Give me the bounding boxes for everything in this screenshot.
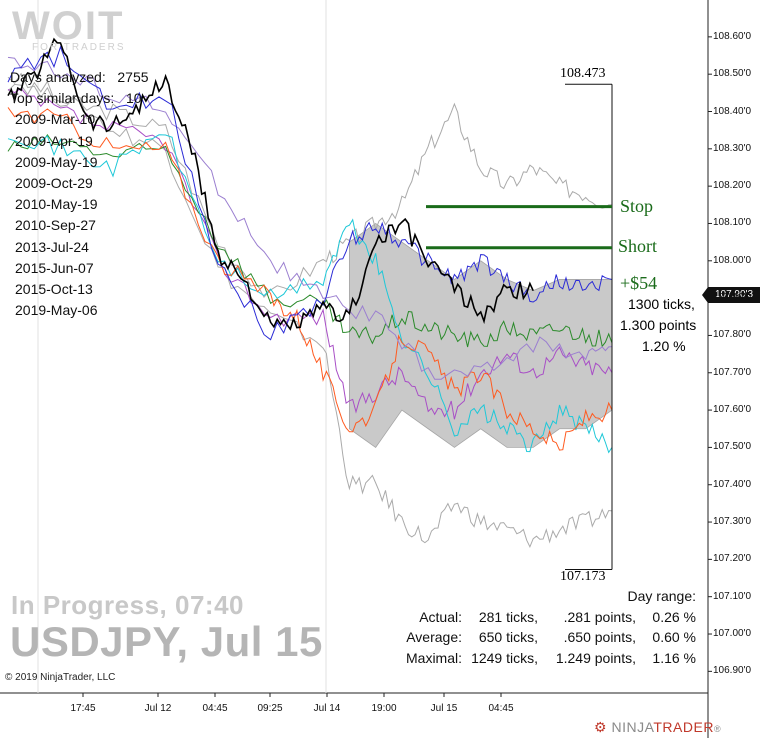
y-tick-label: 108.50'0 [713, 68, 752, 80]
stop-label: Stop [620, 196, 654, 216]
x-tick-label: 19:00 [371, 703, 397, 714]
x-tick-label: Jul 15 [430, 703, 458, 714]
instrument-title: USDJPY, Jul 15 [10, 618, 323, 665]
day-range-ticks: 281 ticks, [478, 608, 538, 625]
x-tick-label: 17:45 [70, 703, 96, 714]
day-range-label: Average: [406, 629, 462, 645]
day-range-row: Maximal: 1249 ticks, 1.249 points, 1.16 % [406, 648, 696, 669]
x-tick-label: 09:25 [257, 703, 283, 714]
day-range-panel: Day range: Actual: 281 ticks, .281 points,… [406, 586, 696, 668]
similar-day-item: 2010-May-19 [15, 196, 98, 213]
day-range-row: Average: 650 ticks, .650 points, 0.60 % [406, 627, 696, 648]
similar-day-item: 2013-Jul-24 [15, 238, 89, 255]
y-tick-label: 108.20'0 [713, 180, 752, 192]
day-range-ticks: 1249 ticks, [471, 649, 538, 666]
ninjatrader-logo-prefix: NINJA [611, 719, 654, 735]
day-range-rows: Actual: 281 ticks, .281 points, 0.26 % Avera… [406, 607, 696, 669]
y-tick-label: 107.70'0 [713, 366, 752, 378]
copyright: © 2019 NinjaTrader, LLC [5, 672, 116, 683]
series-line [7, 56, 613, 380]
series-line [7, 72, 613, 299]
wit-logo: WOIT [12, 4, 125, 48]
wit-logo-subtitle: FOR TRADERS [32, 42, 126, 53]
day-range-points: .650 points, [563, 629, 636, 645]
y-tick-label: 108.00'0 [713, 254, 752, 266]
y-tick-label: 107.30'0 [713, 516, 752, 528]
pnl-label: +$54 [620, 273, 658, 293]
y-tick-label: 108.60'0 [713, 30, 752, 42]
y-tick-label: 107.10'0 [713, 590, 752, 602]
ticks-label: 1300 ticks, [628, 296, 695, 312]
similar-day-item: 2015-Oct-13 [15, 281, 93, 298]
days-analyzed-row: Days analyzed: 2755 [10, 67, 149, 88]
y-tick-label: 107.40'0 [713, 478, 752, 490]
ninjatrader-logo-icon: ⚙ [594, 719, 608, 735]
top-similar-label: Top similar days: [10, 90, 115, 107]
y-tick-label: 107.90'0 [713, 292, 752, 304]
y-tick-label: 108.40'0 [713, 105, 752, 117]
range-low-label: 107.173 [560, 569, 606, 584]
days-analyzed-label: Days analyzed: [10, 69, 106, 85]
similar-day-item: 2015-Jun-07 [15, 259, 94, 276]
x-tick-label: 04:45 [202, 703, 228, 714]
ninjatrader-logo: ⚙ NINJATRADER® [594, 719, 721, 736]
similar-day-item: 2009-Mar-10 [15, 111, 96, 128]
percent-label: 1.20 % [642, 338, 686, 354]
y-tick-label: 107.80'0 [713, 329, 752, 341]
x-tick-label: Jul 14 [313, 703, 341, 714]
similar-day-item: 2009-May-19 [15, 153, 98, 170]
similar-day-item: 2009-Apr-19 [15, 132, 93, 149]
top-similar-row: Top similar days: 10 [10, 88, 149, 109]
day-range-title: Day range: [627, 588, 696, 604]
similar-day-item: 2009-Oct-29 [15, 175, 93, 192]
series-line [7, 134, 613, 454]
short-label: Short [618, 236, 658, 256]
days-analyzed-value: 2755 [117, 69, 149, 85]
y-tick-label: 108.30'0 [713, 142, 752, 154]
ninjatrader-logo-reg: ® [713, 724, 722, 734]
similar-day-item: 2019-May-06 [15, 302, 98, 319]
x-tick-label: Jul 12 [144, 703, 172, 714]
day-range-pct: 0.60 % [652, 629, 696, 645]
status-text: In Progress, 07:40 [11, 590, 244, 620]
y-tick-label: 107.60'0 [713, 404, 752, 416]
series-line [7, 80, 613, 549]
similarity-stats: Days analyzed: 2755 Top similar days: 10… [10, 67, 149, 321]
similar-day-item: 2010-Sep-27 [15, 217, 96, 234]
y-tick-label: 106.90'0 [713, 665, 752, 677]
series-line [7, 37, 534, 331]
y-tick-label: 107.20'0 [713, 553, 752, 565]
ninjatrader-logo-suffix: TRADER [653, 719, 714, 735]
series-line [7, 87, 613, 420]
day-range-points: 1.249 points, [555, 649, 636, 666]
day-range-ticks: 650 ticks, [478, 629, 538, 645]
similar-days-list: 2009-Mar-10 2009-Apr-19 2009-May-19 2009-Oc… [10, 109, 149, 321]
day-range-pct: 0.26 % [652, 608, 696, 625]
day-range-label: Maximal: [406, 649, 463, 666]
day-range-points: .281 points, [563, 608, 636, 625]
day-range-label: Actual: [419, 608, 462, 625]
y-tick-label: 108.10'0 [713, 217, 752, 229]
day-range-row: Actual: 281 ticks, .281 points, 0.26 % [406, 607, 696, 628]
range-high-label: 108.473 [560, 66, 606, 81]
y-tick-label: 107.50'0 [713, 441, 752, 453]
top-similar-value: 10 [125, 90, 142, 107]
series-line [7, 107, 613, 451]
points-label: 1.300 points [620, 317, 697, 333]
day-range-pct: 1.16 % [652, 649, 696, 666]
x-tick-label: 04:45 [488, 703, 514, 714]
y-tick-label: 107.00'0 [713, 628, 752, 640]
last-price-marker: 107.90'3 [702, 287, 760, 303]
